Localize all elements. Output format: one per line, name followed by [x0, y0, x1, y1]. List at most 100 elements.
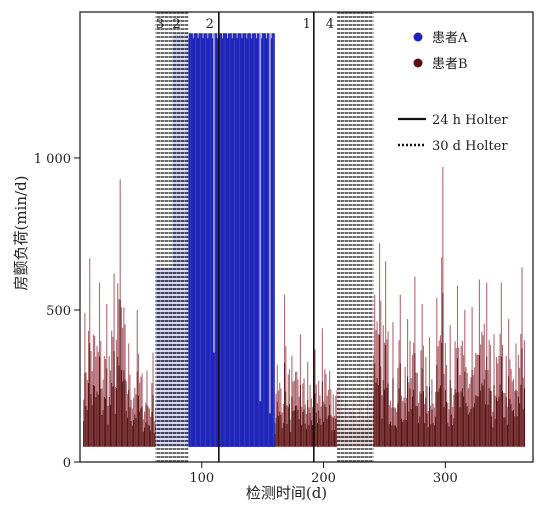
- patient-b-bar: [474, 403, 476, 447]
- patient-b-bar-tip: [427, 411, 429, 428]
- patient-b-bar: [294, 405, 297, 447]
- patient-b-bar-tip: [503, 393, 505, 418]
- patient-b-bar-tip: [394, 407, 396, 426]
- patient-b-bar-tip: [287, 374, 289, 408]
- patient-b-bar-tip: [403, 397, 405, 420]
- patient-b-bar-tip: [385, 261, 387, 345]
- patient-b-bar-tip: [500, 282, 502, 357]
- patient-b-bar-tip: [146, 370, 148, 405]
- patient-b-bar-tip: [499, 333, 501, 385]
- patient-b-bar-tip: [448, 409, 450, 427]
- y-tick-label: 500: [46, 304, 71, 319]
- patient-b-bar: [316, 422, 319, 447]
- patient-b-bar: [128, 389, 130, 447]
- patient-b-bar: [106, 368, 108, 447]
- patient-b-bar: [146, 404, 148, 447]
- patient-b-bar-tip: [102, 379, 104, 410]
- patient-b-bar: [523, 388, 526, 447]
- patient-b-bar: [323, 421, 325, 447]
- patient-b-bar: [517, 396, 519, 447]
- patient-b-bar: [286, 423, 288, 447]
- patient-b-bar: [417, 422, 420, 447]
- patient-b-bar: [444, 389, 446, 447]
- patient-b-bar-tip: [495, 357, 498, 398]
- patient-b-bar: [516, 416, 518, 447]
- patient-b-bar: [439, 385, 441, 447]
- patient-b-bar: [140, 408, 142, 447]
- patient-b-bar: [330, 415, 332, 447]
- patient-b-bar-tip: [493, 334, 495, 385]
- legend-dot-icon: [413, 32, 423, 42]
- patient-b-bar-tip: [286, 405, 288, 424]
- patient-b-bar-tip: [521, 267, 523, 349]
- patient-b-bar-tip: [112, 336, 114, 387]
- patient-b-bar-tip: [284, 294, 286, 364]
- patient-b-bar: [510, 404, 512, 447]
- patient-b-bar: [398, 388, 400, 447]
- patient-b-bar: [89, 343, 91, 447]
- patient-b-bar-tip: [136, 309, 138, 372]
- patient-b-bar-tip: [417, 402, 420, 423]
- patient-b-bar: [305, 428, 308, 447]
- patient-b-bar-tip: [414, 276, 416, 354]
- patient-b-bar-tip: [297, 379, 299, 410]
- patient-b-bar: [522, 408, 524, 447]
- patient-b-bar-tip: [294, 371, 297, 406]
- patient-b-bar-tip: [145, 402, 147, 423]
- patient-b-bar-tip: [305, 413, 308, 429]
- patient-b-bar-tip: [274, 423, 276, 434]
- patient-b-bar-tip: [143, 411, 146, 428]
- patient-b-bar: [449, 379, 451, 447]
- patient-b-bar-tip: [90, 351, 92, 395]
- patient-b-bar-tip: [129, 374, 131, 408]
- patient-b-bar-tip: [505, 355, 507, 397]
- patient-b-bar: [107, 424, 109, 447]
- patient-b-bar: [320, 424, 322, 447]
- patient-b-bar-tip: [431, 379, 433, 410]
- patient-b-bar-tip: [388, 405, 390, 424]
- period-label: 2: [172, 17, 180, 32]
- patient-b-bar-tip: [504, 392, 506, 418]
- patient-b-bar: [312, 424, 314, 447]
- patient-b-bar: [96, 391, 98, 447]
- patient-b-bar: [397, 403, 399, 447]
- patient-b-bar-tip: [309, 384, 311, 413]
- patient-b-bar: [452, 424, 454, 447]
- patient-b-bar: [492, 427, 494, 447]
- period-label: 2: [206, 17, 214, 32]
- legend-item: 患者B: [413, 57, 468, 72]
- patient-b-bar-tip: [517, 355, 519, 397]
- patient-b-bar-tip: [118, 299, 120, 366]
- patient-b-bar-tip: [456, 285, 459, 359]
- patient-b-bar-tip: [302, 383, 304, 412]
- patient-b-bar-tip: [433, 407, 435, 426]
- patient-b-bar-tip: [101, 388, 103, 415]
- patient-b-bar-tip: [105, 359, 107, 399]
- patient-b-bar: [108, 396, 110, 447]
- patient-b-bar: [475, 395, 477, 447]
- patient-b-bar: [285, 391, 287, 447]
- patient-b-bar-tip: [444, 343, 446, 390]
- patient-b-bar: [133, 419, 135, 447]
- patient-b-bar: [431, 409, 433, 447]
- patient-b-bar-tip: [139, 382, 141, 412]
- patient-b-bar-tip: [323, 401, 325, 422]
- patient-b-bar: [124, 379, 126, 447]
- patient-b-bar: [142, 431, 144, 447]
- patient-b-bar-tip: [475, 353, 477, 396]
- patient-b-bar: [464, 371, 466, 447]
- patient-b-bar: [441, 342, 443, 447]
- patient-b-bar-tip: [430, 405, 432, 425]
- patient-b-bar-tip: [398, 340, 400, 389]
- legend-item: 患者A: [413, 31, 468, 46]
- patient-b-bar-tip: [471, 306, 473, 370]
- patient-b-bar: [90, 394, 92, 447]
- patient-b-bar: [276, 401, 278, 447]
- patient-b-bar: [314, 393, 316, 447]
- plot-clip-group: [83, 12, 526, 462]
- patient-b-bar-tip: [506, 406, 508, 425]
- patient-b-bar: [514, 416, 516, 447]
- patient-b-bar-tip: [275, 393, 277, 418]
- patient-b-bar-tip: [428, 337, 431, 387]
